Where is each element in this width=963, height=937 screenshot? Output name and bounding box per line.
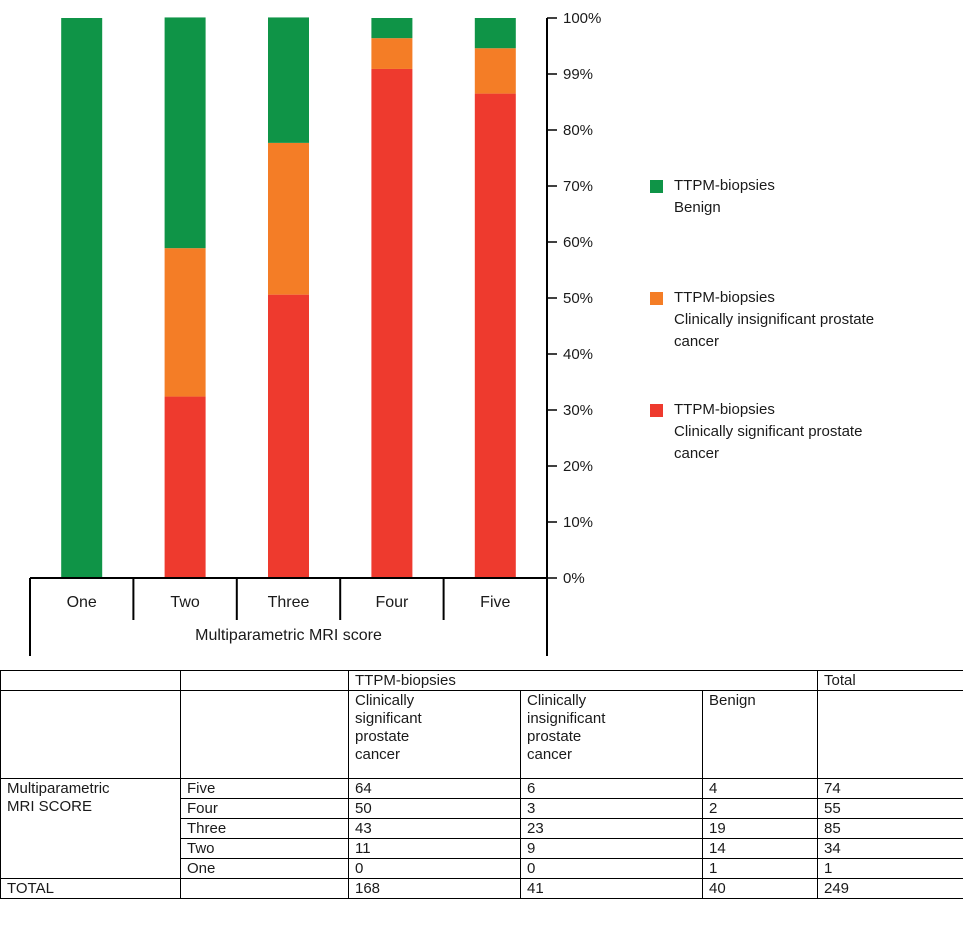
table-cell: 55	[817, 798, 963, 819]
y-tick-label: 10%	[563, 514, 593, 531]
table-cell: 1	[702, 858, 818, 879]
empty-cell	[180, 690, 349, 779]
category-label: Five	[480, 594, 510, 611]
y-tick-label: 30%	[563, 402, 593, 419]
table-cell: 3	[520, 798, 703, 819]
legend-label-line: cancer	[674, 333, 720, 350]
row-label: Two	[180, 838, 349, 859]
legend-swatch	[650, 180, 663, 193]
column-header: Clinically significant prostate cancer	[348, 690, 521, 779]
bar-segment	[164, 17, 206, 249]
row-label: Four	[180, 798, 349, 819]
table-cell: 9	[520, 838, 703, 859]
bar-segment	[268, 142, 309, 295]
category-label: One	[67, 594, 97, 611]
bar-segment	[164, 248, 206, 397]
legend-label-line: cancer	[674, 445, 720, 462]
stacked-bar-chart: 100% 99% 80% 70% 60% 50% 40% 30% 20% 10% 0% One Two T…	[29, 10, 601, 656]
total-cell: 249	[817, 878, 963, 899]
total-header: Total	[817, 670, 963, 691]
y-tick-label: 100%	[563, 10, 601, 27]
table-cell: 19	[702, 818, 818, 839]
legend-label: TTPM-biopsies Clinically insignificant pr…	[674, 287, 944, 353]
bar-segment	[61, 18, 103, 578]
bar-segment	[371, 68, 413, 579]
table-cell: 2	[702, 798, 818, 819]
results-table: TTPM-biopsies Total Clinically significant…	[0, 670, 963, 899]
bar-segment	[164, 396, 206, 578]
y-tick-label: 50%	[563, 290, 593, 307]
y-tick-label: 70%	[563, 178, 593, 195]
column-header: Clinically insignificant prostate cancer	[520, 690, 703, 779]
row-label: Three	[180, 818, 349, 839]
category-label: Two	[170, 594, 199, 611]
legend-label-line: TTPM-biopsies	[674, 177, 775, 194]
x-axis-title: Multiparametric MRI score	[195, 627, 382, 644]
table-cell: 11	[348, 838, 521, 859]
total-cell: 40	[702, 878, 818, 899]
legend-swatch	[650, 292, 663, 305]
y-tick-label: 40%	[563, 346, 593, 363]
table-cell: 50	[348, 798, 521, 819]
table-row: Multiparametric MRI SCORE Five 64 6 4 74	[0, 778, 963, 879]
y-tick-label: 60%	[563, 234, 593, 251]
legend-label-line: Clinically significant prostate	[674, 423, 863, 440]
empty-cell	[0, 670, 181, 691]
table-cell: 43	[348, 818, 521, 839]
y-tick-label: 20%	[563, 458, 593, 475]
legend-label-line: TTPM-biopsies	[674, 401, 775, 418]
legend-label-line: TTPM-biopsies	[674, 289, 775, 306]
bar-segment	[474, 18, 516, 49]
table-header-row: Clinically significant prostate cancer Cl…	[0, 690, 963, 779]
total-cell: 41	[520, 878, 703, 899]
table-cell: 23	[520, 818, 703, 839]
legend-label: TTPM-biopsies Benign	[674, 175, 944, 219]
column-header: Benign	[702, 690, 818, 779]
table-cell: 6	[520, 778, 703, 799]
bar-segment	[268, 17, 309, 143]
empty-cell	[0, 690, 181, 779]
legend-label: TTPM-biopsies Clinically significant pros…	[674, 399, 944, 465]
group-header: TTPM-biopsies	[348, 670, 818, 691]
row-group-label: Multiparametric MRI SCORE	[0, 778, 181, 879]
y-tick-label: 99%	[563, 66, 593, 83]
table-cell: 0	[348, 858, 521, 879]
y-tick-label: 0%	[563, 570, 585, 587]
bar-segment	[371, 38, 413, 69]
table-cell: 85	[817, 818, 963, 839]
table-cell: 74	[817, 778, 963, 799]
empty-cell	[180, 878, 349, 899]
table-cell: 34	[817, 838, 963, 859]
table-cell: 64	[348, 778, 521, 799]
table-cell: 4	[702, 778, 818, 799]
legend-label-line: Benign	[674, 199, 721, 216]
total-cell: 168	[348, 878, 521, 899]
y-tick-label: 80%	[563, 122, 593, 139]
empty-cell	[180, 670, 349, 691]
legend-label-line: Clinically insignificant prostate	[674, 311, 875, 328]
bar-segment	[474, 93, 516, 578]
category-label: Three	[268, 594, 310, 611]
table-cell: 1	[817, 858, 963, 879]
bar-segment	[268, 294, 309, 578]
legend-swatch	[650, 404, 663, 417]
row-label: One	[180, 858, 349, 879]
table-row: Two 11 9 14 34	[1, 838, 963, 859]
table-cell: 14	[702, 838, 818, 859]
table-header-row: TTPM-biopsies Total	[0, 670, 963, 691]
table-total-row: TOTAL 168 41 40 249	[0, 878, 963, 899]
category-label: Four	[375, 594, 409, 611]
bar-segment	[371, 18, 413, 39]
bar-segment	[474, 48, 516, 94]
table-cell: 0	[520, 858, 703, 879]
row-label: Five	[180, 778, 349, 799]
total-row-label: TOTAL	[0, 878, 181, 899]
empty-cell	[817, 690, 963, 779]
